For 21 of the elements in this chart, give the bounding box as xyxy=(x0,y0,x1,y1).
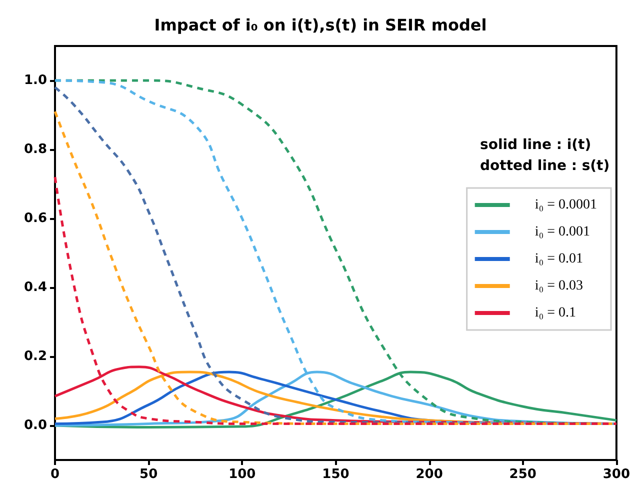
chart-title: Impact of i₀ on i(t),s(t) in SEIR model xyxy=(154,16,487,34)
x-tick-label: 0 xyxy=(50,467,60,482)
y-tick-label: 0.8 xyxy=(24,142,47,157)
legend-label: i₀ = 0.1 xyxy=(534,306,576,320)
annotation: solid line : i(t) xyxy=(480,137,592,153)
legend-label: i₀ = 0.0001 xyxy=(534,198,598,212)
y-tick-label: 0.4 xyxy=(24,280,47,295)
x-tick-label: 200 xyxy=(416,467,443,482)
x-tick-label: 150 xyxy=(322,467,350,482)
y-tick-label: 0.0 xyxy=(24,418,47,433)
legend-label: i₀ = 0.001 xyxy=(534,224,590,240)
x-tick-label: 300 xyxy=(602,467,630,482)
y-tick-label: 0.2 xyxy=(24,349,47,364)
x-tick-label: 250 xyxy=(509,467,536,482)
x-tick-label: 50 xyxy=(140,467,158,482)
x-tick-label: 100 xyxy=(228,467,256,482)
y-tick-label: 0.6 xyxy=(24,211,47,226)
annotation: dotted line : s(t) xyxy=(480,158,610,174)
legend-label: i₀ = 0.01 xyxy=(534,252,584,266)
legend-label: i₀ = 0.03 xyxy=(534,278,584,294)
y-tick-label: 1.0 xyxy=(24,73,47,88)
